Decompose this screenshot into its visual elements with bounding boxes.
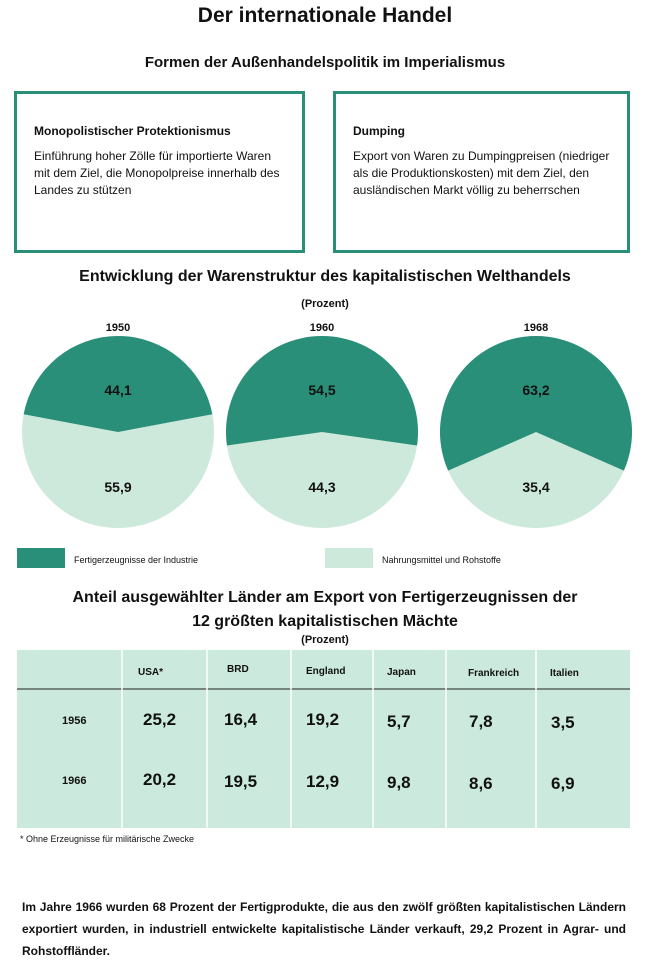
- table-header-brd: BRD: [227, 664, 249, 675]
- page-title: Der internationale Handel: [197, 4, 453, 27]
- pie-slice-industry: [440, 336, 632, 471]
- table-cell: 9,8: [387, 773, 411, 792]
- unit-label-pies: (Prozent): [301, 298, 349, 310]
- table-cell: 7,8: [469, 712, 493, 731]
- legend-label-industry: Fertigerzeugnisse der Industrie: [74, 555, 199, 565]
- table-cell: 19,2: [306, 710, 340, 729]
- pie-year-label: 1968: [523, 322, 549, 334]
- table-row-year: 1956: [62, 715, 87, 727]
- section-title-trade-structure: Entwicklung der Warenstruktur des kapita…: [79, 268, 571, 285]
- pie-slice-industry: [23, 335, 213, 432]
- pie-label-food: 55,9: [104, 479, 131, 495]
- section-title-export-share: Anteil ausgewählter Länder am Export von…: [0, 586, 650, 634]
- table-cell: 25,2: [143, 710, 177, 729]
- table-header-japan: Japan: [387, 667, 416, 678]
- table-header-italien: Italien: [550, 668, 579, 679]
- section-title-line-1: Anteil ausgewählter Länder am Export von…: [72, 589, 578, 606]
- pie-charts: 44,1 55,9 54,5 44,3 63,2 35,4: [22, 335, 632, 528]
- export-table: [17, 650, 630, 828]
- pie-label-industry: 63,2: [522, 382, 549, 398]
- table-cell: 6,9: [551, 774, 575, 793]
- box-protectionism: Monopolistischer Protektionismus Einführ…: [14, 91, 305, 253]
- pie-label-food: 35,4: [522, 479, 549, 495]
- box-dumping-text: Export von Waren zu Dumpingpreisen (nied…: [353, 149, 610, 197]
- legend-swatch-food: [325, 548, 373, 568]
- box-dumping: Dumping Export von Waren zu Dumpingpreis…: [333, 91, 630, 253]
- table-cell: 20,2: [143, 770, 177, 789]
- table-cell: 3,5: [551, 713, 575, 732]
- footnote: * Ohne Erzeugnisse für militärische Zwec…: [20, 834, 195, 844]
- pie-slice-industry: [226, 336, 418, 446]
- legend-swatch-industry: [17, 548, 65, 568]
- table-cell: 5,7: [387, 712, 411, 731]
- section-title-line-2: 12 größten kapitalistischen Mächte: [192, 613, 458, 630]
- legend-label-food: Nahrungsmittel und Rohstoffe: [382, 555, 501, 565]
- table-cell: 16,4: [224, 710, 258, 729]
- pie-label-industry: 54,5: [308, 382, 335, 398]
- pie-year-label: 1950: [105, 322, 131, 334]
- pie-label-food: 44,3: [308, 479, 335, 495]
- box-dumping-title: Dumping: [353, 124, 405, 138]
- box-protectionism-text: Einführung hoher Zölle für importierte W…: [34, 149, 280, 197]
- box-protectionism-title: Monopolistischer Protektionismus: [34, 124, 231, 138]
- table-header-england: England: [306, 666, 346, 677]
- table-header-frankreich: Frankreich: [468, 668, 520, 679]
- pie-year-label: 1960: [309, 322, 335, 334]
- table-cell: 19,5: [224, 772, 258, 791]
- pie-label-industry: 44,1: [104, 382, 131, 398]
- summary-paragraph: Im Jahre 1966 wurden 68 Prozent der Fert…: [22, 900, 626, 958]
- table-cell: 8,6: [469, 774, 493, 793]
- table-header-usa: USA*: [138, 667, 164, 678]
- table-row-year: 1966: [62, 775, 87, 787]
- table-cell: 12,9: [306, 772, 340, 791]
- section-title-trade-policy: Formen der Außenhandelspolitik im Imperi…: [144, 54, 506, 71]
- unit-label-table: (Prozent): [301, 634, 349, 646]
